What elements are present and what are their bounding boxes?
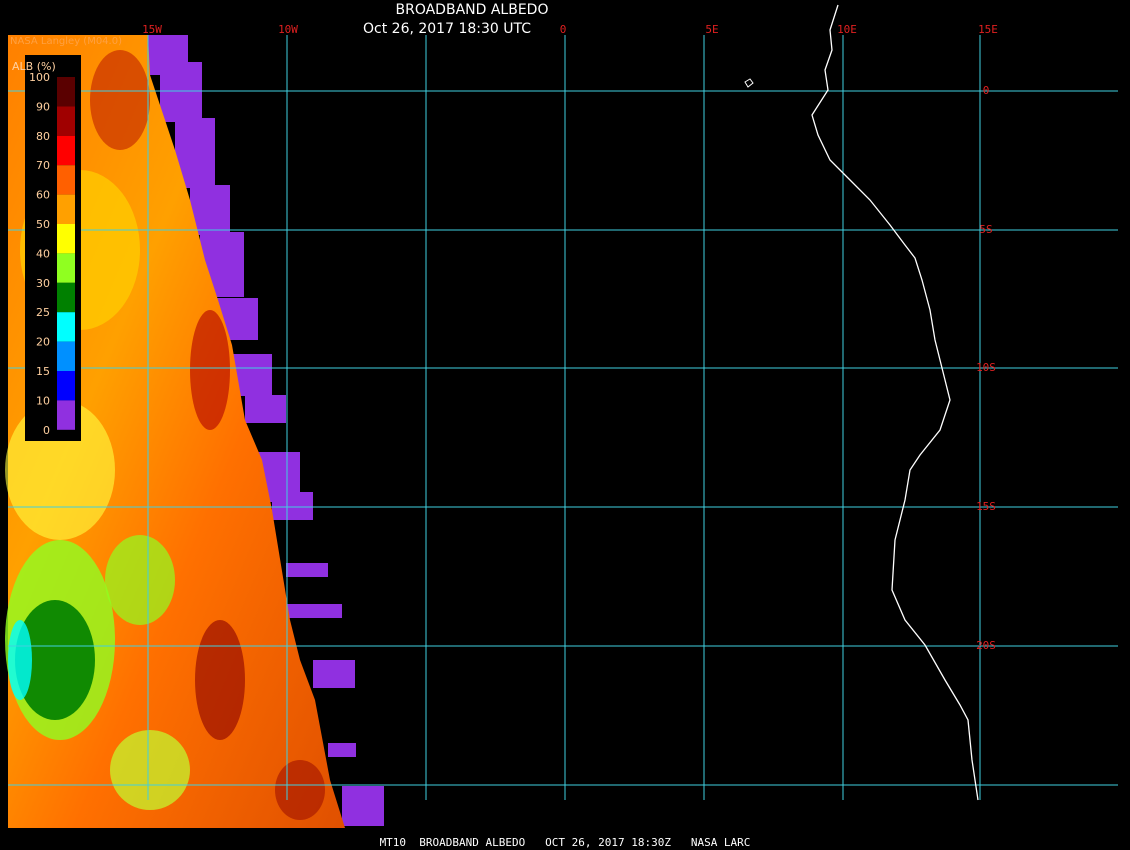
- cloud-patch: [110, 730, 190, 810]
- island: [744, 78, 754, 88]
- swath-edge: [286, 604, 342, 618]
- map-title: BROADBAND ALBEDO: [396, 2, 549, 18]
- legend-swatch: [57, 106, 75, 136]
- legend-swatch: [57, 371, 75, 401]
- latitude-label: 0: [983, 84, 990, 97]
- legend-tick-label: 100: [29, 71, 50, 84]
- swath-edge: [286, 563, 328, 577]
- latitude-label: 10S: [976, 361, 996, 374]
- latitude-label: 15S: [976, 500, 996, 513]
- legend-swatch: [57, 135, 75, 166]
- swath-edge: [313, 660, 355, 688]
- footer: MT10 BROADBAND ALBEDO OCT 26, 2017 18:30…: [380, 836, 751, 849]
- longitude-label: 15W: [142, 23, 162, 36]
- map-subtitle: Oct 26, 2017 18:30 UTC: [363, 21, 531, 37]
- legend-tick-label: 70: [36, 159, 50, 172]
- longitude-label: 5E: [705, 23, 718, 36]
- legend-tick-label: 10: [36, 394, 50, 407]
- legend-tick-label: 15: [36, 365, 50, 378]
- legend-tick-label: 20: [36, 336, 50, 349]
- legend-tick-label: 25: [36, 306, 50, 319]
- legend-swatch: [57, 312, 75, 342]
- legend-swatch: [57, 341, 75, 371]
- swath-edge: [190, 185, 230, 235]
- longitude-label: 10W: [278, 23, 298, 36]
- cloud-patch: [8, 620, 32, 700]
- legend-tick-label: 50: [36, 218, 50, 231]
- legend-swatch: [57, 224, 75, 254]
- swath-edge: [342, 786, 384, 826]
- legend-tick-label: 30: [36, 277, 50, 290]
- cloud-patch: [15, 600, 95, 720]
- legend-swatch: [57, 400, 75, 430]
- graticule: [8, 35, 1118, 800]
- legend-tick-label: 0: [43, 424, 50, 437]
- coastline: [811, 4, 979, 801]
- latitude-label: 5S: [979, 223, 992, 236]
- cloud-patch: [90, 50, 150, 150]
- swath-edge: [160, 62, 202, 122]
- latitude-label: 20S: [976, 639, 996, 652]
- legend-swatch: [57, 282, 75, 313]
- swath-edge: [245, 395, 286, 423]
- legend-tick-label: 90: [36, 100, 50, 113]
- legend-tick-label: 80: [36, 130, 50, 143]
- longitude-label: 0: [560, 23, 567, 36]
- longitude-labels: 15W 10W 0 5E 10E 15E: [142, 23, 998, 36]
- cloud-patch: [190, 310, 230, 430]
- swath-edge: [272, 492, 313, 520]
- cloud-patch: [195, 620, 245, 740]
- source-label: NASA Langley (M04.0): [10, 36, 122, 47]
- cloud-patch: [275, 760, 325, 820]
- legend-swatch: [57, 77, 75, 107]
- longitude-label: 15E: [978, 23, 998, 36]
- legend-swatch: [57, 194, 75, 224]
- legend-swatch: [57, 253, 75, 283]
- legend-tick-label: 40: [36, 247, 50, 260]
- cloud-field: [5, 35, 384, 828]
- longitude-label: 10E: [837, 23, 857, 36]
- cloud-patch: [105, 535, 175, 625]
- latitude-labels: 0 5S 10S 15S 20S: [976, 84, 996, 652]
- legend-title: ALB (%): [12, 60, 56, 73]
- swath-edge: [328, 743, 356, 757]
- legend-tick-label: 60: [36, 189, 50, 202]
- legend-swatch: [57, 165, 75, 195]
